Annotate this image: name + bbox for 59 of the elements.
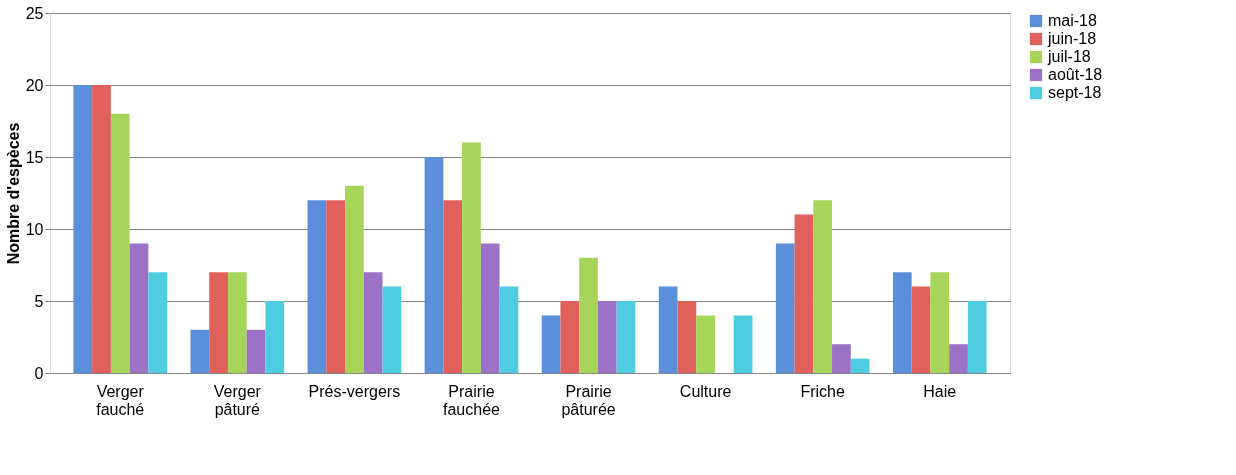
bar [677,301,697,373]
bar [579,257,598,373]
bar [443,200,463,373]
legend-label: juil-18 [1047,48,1091,65]
y-tick-label: 10 [25,220,44,238]
bar [246,329,266,373]
y-tick-label: 15 [25,148,44,166]
bar [850,358,870,373]
bar [148,272,168,373]
bar [794,214,814,373]
x-tick-label: Verger pâturé [213,382,262,418]
bar [480,243,500,373]
x-tick-label: Culture [679,382,732,400]
bar [265,301,285,373]
legend-label: sept-18 [1048,84,1102,101]
x-tick-label: Prairie pâturée [561,382,616,418]
bar [658,286,678,373]
bar [73,85,93,373]
x-tick-label: Verger fauché [96,382,145,418]
bar [733,315,753,373]
bar [382,286,402,373]
bar [597,301,617,373]
bar [775,243,795,373]
bar [967,301,987,373]
bar [363,272,383,373]
bar [129,243,149,373]
bar [832,344,851,373]
bar [462,142,481,373]
bar [696,315,715,373]
bar [892,272,912,373]
bar [911,286,931,373]
bar [227,272,247,373]
y-axis-title: Nombre d'espèces [4,122,22,265]
bar [326,200,346,373]
bar [616,301,636,373]
bar [930,272,950,373]
bar [307,200,327,373]
legend-label: mai-18 [1048,12,1098,29]
bar [110,113,130,373]
x-tick-label: Friche [800,382,846,400]
bar [541,315,561,373]
y-tick-label: 20 [25,76,44,94]
legend-label: août-18 [1048,66,1103,83]
x-tick-label: Haie [923,382,957,400]
bar [949,344,968,373]
bar [92,85,111,373]
bar [813,200,833,373]
x-tick-label: Prés-vergers [308,382,401,400]
y-tick-label: 5 [34,292,44,310]
y-tick-label: 25 [25,4,44,22]
bar [345,185,364,373]
bar [209,272,228,373]
bar [424,157,444,373]
bar [499,286,519,373]
legend-label: juin-18 [1047,30,1097,47]
bar [190,329,210,373]
bar [560,301,580,373]
x-tick-label: Prairie fauchée [442,382,501,418]
y-tick-label: 0 [34,364,44,382]
